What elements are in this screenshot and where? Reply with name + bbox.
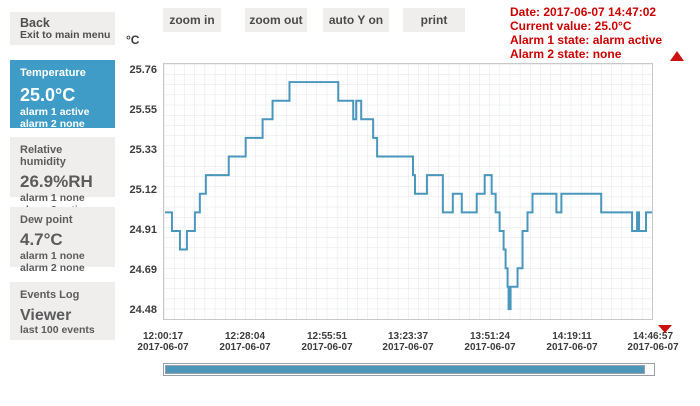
sidebar-item-events-log[interactable]: Events Log Viewer last 100 events xyxy=(10,282,115,340)
y-axis-tick-label: 24.48 xyxy=(129,304,157,316)
y-axis-tick-label: 24.91 xyxy=(129,224,157,236)
back-button-title: Back xyxy=(20,16,50,30)
tick-date: 2017-06-07 xyxy=(301,342,353,353)
tick-date: 2017-06-07 xyxy=(546,342,598,353)
events-log-title: Events Log xyxy=(20,289,80,301)
y-axis-tick-label: 25.55 xyxy=(129,104,157,116)
tick-time: 12:55:51 xyxy=(306,331,348,342)
auto-y-button[interactable]: auto Y on xyxy=(323,8,389,32)
back-button[interactable]: Back Exit to main menu xyxy=(10,12,115,45)
tick-date: 2017-06-07 xyxy=(219,342,271,353)
sidebar-item-temperature[interactable]: Temperature 25.0°C alarm 1 active alarm … xyxy=(10,60,115,128)
tick-time: 13:51:24 xyxy=(469,331,511,342)
x-axis-tick-label: 12:00:17 2017-06-07 xyxy=(137,331,188,353)
tick-time: 14:46:57 xyxy=(632,331,674,342)
tick-date: 2017-06-07 xyxy=(627,342,679,353)
y-axis-tick-label: 25.76 xyxy=(129,64,157,76)
status-alarm2: Alarm 2 state: none xyxy=(510,47,622,61)
chart-plot-area[interactable] xyxy=(163,63,653,320)
tick-date: 2017-06-07 xyxy=(382,342,434,353)
status-alarm1: Alarm 1 state: alarm active xyxy=(510,33,663,47)
channel-title: Relative humidity xyxy=(20,144,66,168)
triangle-up-icon[interactable] xyxy=(670,51,684,61)
events-log-viewer-link: Viewer xyxy=(20,307,72,324)
tick-time: 12:28:04 xyxy=(224,331,266,342)
triangle-down-icon[interactable] xyxy=(658,325,672,333)
channel-value: 26.9%RH xyxy=(20,172,93,191)
events-log-subtitle: last 100 events xyxy=(20,324,95,336)
zoom-out-button[interactable]: zoom out xyxy=(245,8,307,32)
channel-alarm1-status: alarm 1 none xyxy=(20,250,85,262)
channel-alarm1-status: alarm 1 none xyxy=(20,192,85,204)
tick-time: 12:00:17 xyxy=(142,331,184,342)
sidebar-item-relative-humidity[interactable]: Relative humidity 26.9%RH alarm 1 none a… xyxy=(10,137,115,214)
print-button[interactable]: print xyxy=(403,8,465,32)
tick-date: 2017-06-07 xyxy=(464,342,516,353)
chart-canvas xyxy=(164,64,652,319)
y-axis-tick-label: 24.69 xyxy=(129,264,157,276)
y-axis-tick-label: 25.12 xyxy=(129,184,157,196)
x-axis-tick-label: 14:46:57 2017-06-07 xyxy=(627,331,678,353)
x-axis-tick-label: 14:19:11 2017-06-07 xyxy=(546,331,597,353)
status-info: Date: 2017-06-07 14:47:02 Current value:… xyxy=(510,5,695,61)
channel-alarm2-status: alarm 2 none xyxy=(20,117,85,130)
chart-gridlines xyxy=(164,64,652,319)
x-axis-tick-label: 13:23:37 2017-06-07 xyxy=(382,331,433,353)
tick-time: 14:19:11 xyxy=(552,331,592,342)
x-axis-tick-label: 12:55:51 2017-06-07 xyxy=(301,331,352,353)
tick-date: 2017-06-07 xyxy=(137,342,189,353)
channel-value: 4.7°C xyxy=(20,230,63,249)
temperature-series-line xyxy=(164,81,652,311)
status-date: Date: 2017-06-07 14:47:02 xyxy=(510,5,657,19)
tick-time: 13:23:37 xyxy=(387,331,429,342)
y-axis-unit-label: °C xyxy=(126,33,140,47)
status-current-value: Current value: 25.0°C xyxy=(510,19,632,33)
sidebar-item-dew-point[interactable]: Dew point 4.7°C alarm 1 none alarm 2 non… xyxy=(10,207,115,272)
x-axis-tick-label: 12:28:04 2017-06-07 xyxy=(219,331,270,353)
time-scrollbar[interactable] xyxy=(163,363,655,376)
back-button-subtitle: Exit to main menu xyxy=(20,29,111,41)
channel-title: Temperature xyxy=(20,67,86,79)
x-axis-tick-label: 13:51:24 2017-06-07 xyxy=(464,331,515,353)
zoom-in-button[interactable]: zoom in xyxy=(163,8,221,32)
channel-alarm2-status: alarm 2 none xyxy=(20,261,85,274)
channel-value: 25.0°C xyxy=(20,85,76,105)
channel-title: Dew point xyxy=(20,214,73,226)
time-scrollbar-thumb[interactable] xyxy=(165,365,645,374)
channel-alarm1-status: alarm 1 active xyxy=(20,106,90,118)
y-axis-tick-label: 25.33 xyxy=(129,144,157,156)
